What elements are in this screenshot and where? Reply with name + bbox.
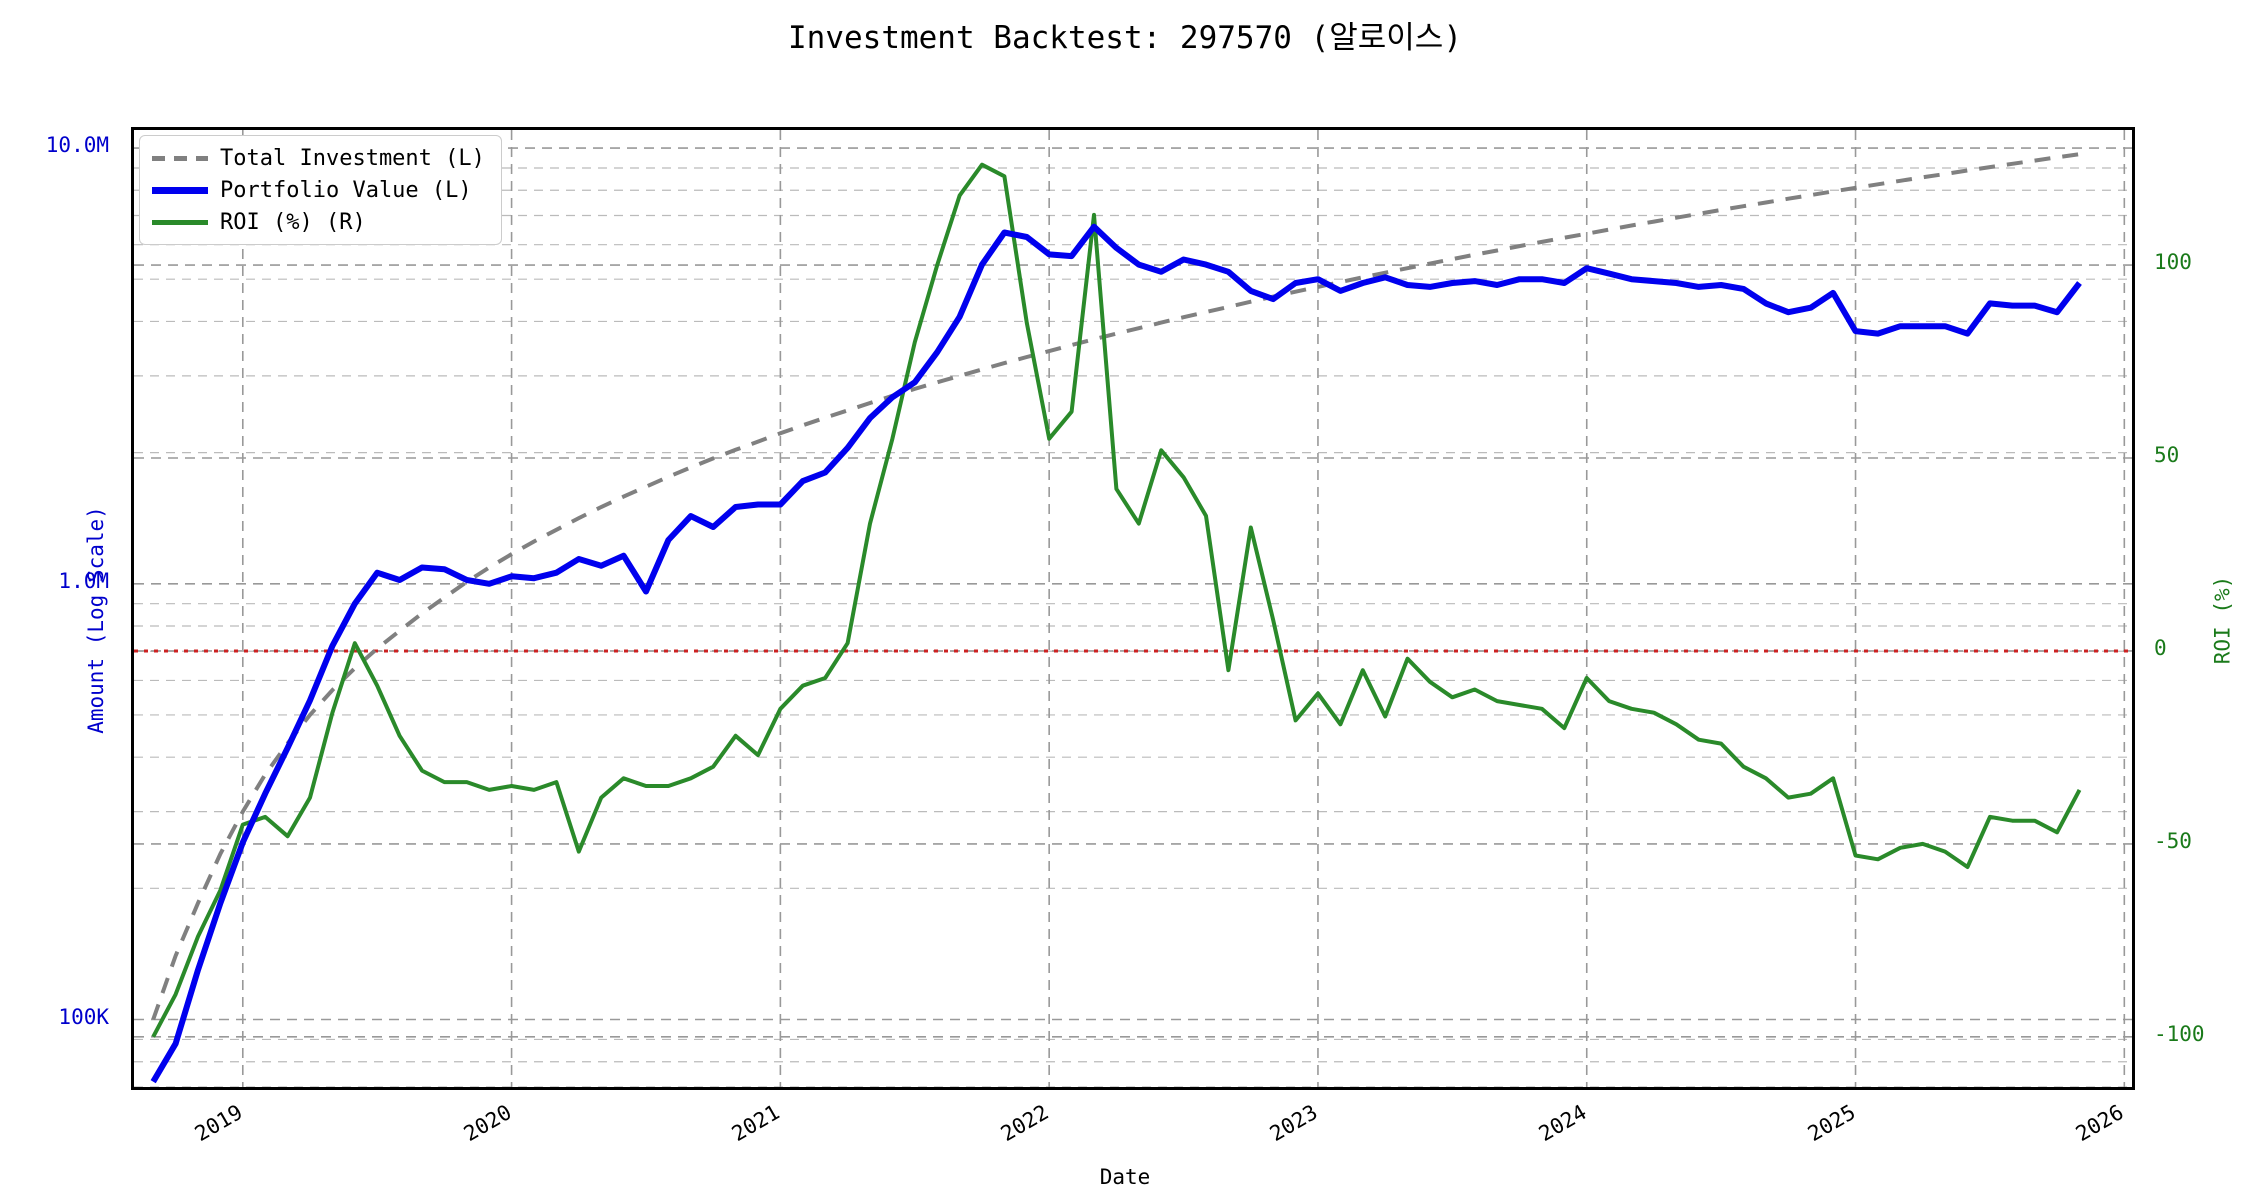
y-tick-right-0: 0 xyxy=(2154,635,2167,660)
y-tick-right-neg50: -50 xyxy=(2154,828,2192,853)
series-line-roi xyxy=(151,162,2082,1038)
plot-svg xyxy=(134,130,2132,1087)
major-gridlines xyxy=(134,147,2132,1038)
y-tick-left-100K: 100K xyxy=(58,1004,109,1029)
minor-gridlines xyxy=(134,167,2132,1087)
y-tick-right-neg100: -100 xyxy=(2154,1021,2205,1046)
y-tick-right-50: 50 xyxy=(2154,443,2180,467)
y-axis-label-right: ROI (%) xyxy=(2210,575,2235,665)
series-line-total-investment xyxy=(151,152,2080,1021)
legend-label-roi: ROI (%) (R) xyxy=(220,209,366,235)
x-tick-2020: 2020 xyxy=(459,1100,516,1147)
legend-swatch-portfolio-value xyxy=(152,186,208,194)
series-line-portfolio-value xyxy=(150,223,2082,1084)
x-tick-2021: 2021 xyxy=(728,1100,784,1147)
legend-label-total-investment: Total Investment (L) xyxy=(220,145,485,171)
x-tick-2023: 2023 xyxy=(1265,1100,1322,1147)
legend-label-portfolio-value: Portfolio Value (L) xyxy=(220,177,472,203)
legend-item-total-investment: Total Investment (L) xyxy=(152,145,485,171)
x-axis-label: Date xyxy=(1099,1165,1151,1189)
legend-swatch-roi xyxy=(152,219,208,225)
legend-item-portfolio-value: Portfolio Value (L) xyxy=(152,177,485,203)
legend-swatch-total-investment xyxy=(152,155,208,161)
y-tick-left-100M: 10.0M xyxy=(45,133,109,158)
x-tick-2019: 2019 xyxy=(190,1100,247,1147)
chart-legend: Total Investment (L) Portfolio Value (L)… xyxy=(139,135,502,245)
chart-title: Investment Backtest: 297570 (알로이스) xyxy=(788,20,1462,56)
legend-item-roi: ROI (%) (R) xyxy=(152,209,485,235)
x-tick-2025: 2025 xyxy=(1803,1100,1860,1147)
plot-area xyxy=(131,127,2135,1090)
y-axis-label-left: Amount (Log Scale) xyxy=(83,506,108,734)
x-gridlines xyxy=(241,130,2126,1087)
x-tick-2024: 2024 xyxy=(1534,1100,1591,1147)
y-tick-left-10M: 1.0M xyxy=(58,568,109,593)
y-tick-right-100: 100 xyxy=(2154,250,2192,275)
x-tick-2026: 2026 xyxy=(2072,1100,2128,1147)
x-tick-2022: 2022 xyxy=(996,1100,1053,1147)
